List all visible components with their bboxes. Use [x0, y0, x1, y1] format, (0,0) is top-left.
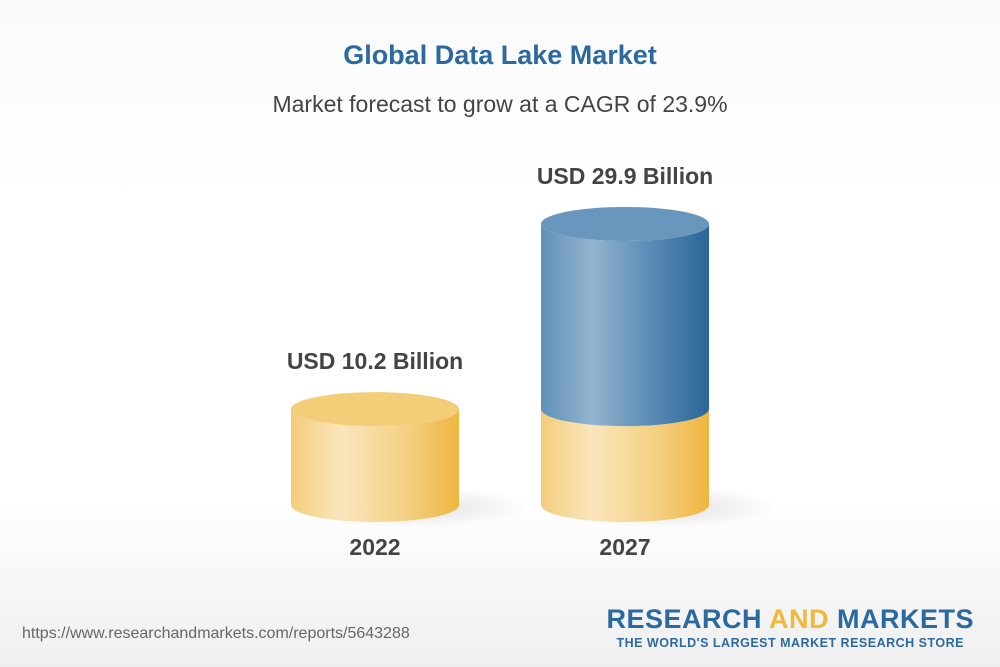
bar-growth-2027: [541, 223, 709, 427]
bar-top-2027: [541, 206, 709, 241]
research-and-markets-logo[interactable]: RESEARCH AND MARKETS THE WORLD'S LARGEST…: [606, 604, 974, 650]
source-url[interactable]: https://www.researchandmarkets.com/repor…: [22, 625, 410, 642]
category-label-2022: 2022: [349, 534, 400, 560]
logo-text: RESEARCH: [606, 604, 769, 634]
chart-title: Global Data Lake Market: [343, 40, 657, 70]
chart-subtitle: Market forecast to grow at a CAGR of 23.…: [272, 91, 728, 117]
logo-text-markets: MARKETS: [829, 604, 974, 634]
logo-tagline: THE WORLD'S LARGEST MARKET RESEARCH STOR…: [616, 636, 965, 650]
logo-text-and: AND: [769, 604, 829, 634]
bar-top-2022: [291, 392, 459, 427]
bar-base-2027: [541, 409, 709, 522]
category-label-2027: 2027: [599, 534, 650, 560]
bar-base-2022: [291, 409, 459, 522]
data-label-2027: USD 29.9 Billion: [537, 163, 713, 189]
data-label-2022: USD 10.2 Billion: [287, 348, 463, 374]
